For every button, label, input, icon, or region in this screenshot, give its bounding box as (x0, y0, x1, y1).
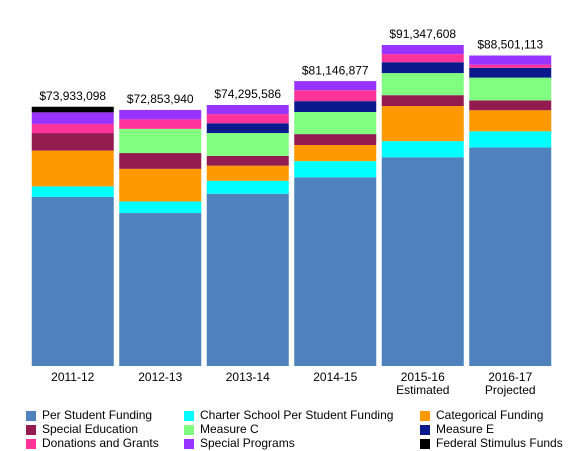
bar-segment (294, 134, 377, 145)
legend-swatch (184, 425, 194, 435)
x-tick-sublabel: Estimated (396, 383, 449, 397)
x-tick-label: 2012-13 (138, 370, 182, 384)
legend-swatch (420, 425, 430, 435)
bar-segment (294, 101, 377, 113)
x-tick-label: 2011-12 (51, 370, 94, 384)
bar-segment (206, 155, 289, 166)
legend-label: Federal Stimulus Funds (436, 436, 563, 450)
legend-label: Measure E (436, 422, 494, 436)
bar-segment (294, 90, 377, 102)
legend-label: Categorical Funding (436, 408, 543, 422)
bar-segment (31, 106, 114, 113)
bar-segment (119, 153, 202, 169)
total-label: $88,501,113 (477, 38, 543, 52)
legend-swatch (420, 411, 430, 421)
bar-segment (119, 201, 202, 214)
bar-segment (31, 123, 114, 134)
bar-segment (119, 109, 202, 120)
legend-swatch (184, 411, 194, 421)
total-label: $74,295,586 (214, 87, 281, 101)
total-label: $72,853,940 (127, 92, 194, 106)
bar-segment (206, 193, 289, 366)
bar-segment (294, 161, 377, 178)
bar-segment (294, 144, 377, 162)
legend-swatch (420, 439, 430, 449)
bar-segment (31, 150, 114, 187)
bar-segment (381, 62, 464, 74)
bar-segment (31, 133, 114, 151)
x-tick-label: 2013-14 (226, 370, 270, 384)
bar-segment (469, 67, 552, 78)
bar-segment (206, 104, 289, 115)
bar-segment (31, 112, 114, 124)
total-label: $91,347,608 (389, 27, 456, 41)
bar-segment (206, 123, 289, 134)
bar-segment (381, 106, 464, 142)
bar-segment (469, 131, 552, 148)
x-tick-label: 2014-15 (313, 370, 357, 384)
bar-segment (469, 110, 552, 132)
bar-segment (119, 168, 202, 202)
legend-label: Measure C (200, 422, 259, 436)
legend-swatch (184, 439, 194, 449)
bar-segment (206, 114, 289, 124)
bar-segment (294, 177, 377, 366)
legend-label: Donations and Grants (42, 436, 159, 450)
bar-segment (469, 55, 552, 65)
bar-segment (381, 141, 464, 158)
legend-label: Special Education (42, 422, 138, 436)
bar-segment (206, 180, 289, 194)
bar-segment (469, 64, 552, 68)
bar-segment (206, 133, 289, 156)
bar-segment (119, 128, 202, 154)
bar-segment (469, 147, 552, 366)
legend-label: Charter School Per Student Funding (200, 408, 393, 422)
legend-swatch (26, 439, 36, 449)
legend-label: Special Programs (200, 436, 295, 450)
bar-segment (381, 45, 464, 55)
bar-segment (381, 95, 464, 107)
bar-segment (381, 54, 464, 63)
bar-segment (381, 157, 464, 366)
bar-segment (31, 186, 114, 197)
bar-segment (206, 165, 289, 181)
bar-segment (119, 119, 202, 129)
legend-swatch (26, 425, 36, 435)
bar-segment (381, 73, 464, 96)
bar-segment (469, 77, 552, 101)
legend-swatch (26, 411, 36, 421)
total-label: $81,146,877 (302, 63, 369, 77)
bar-segment (119, 213, 202, 366)
bar-segment (31, 196, 114, 366)
x-tick-label: 2015-16 (401, 370, 445, 384)
x-tick-label: 2016-17 (488, 370, 532, 384)
bar-segment (294, 81, 377, 91)
legend-label: Per Student Funding (42, 408, 152, 422)
total-label: $73,933,098 (39, 89, 106, 103)
bar-segment (469, 100, 552, 111)
bar-segment (294, 112, 377, 135)
x-tick-sublabel: Projected (485, 383, 536, 397)
